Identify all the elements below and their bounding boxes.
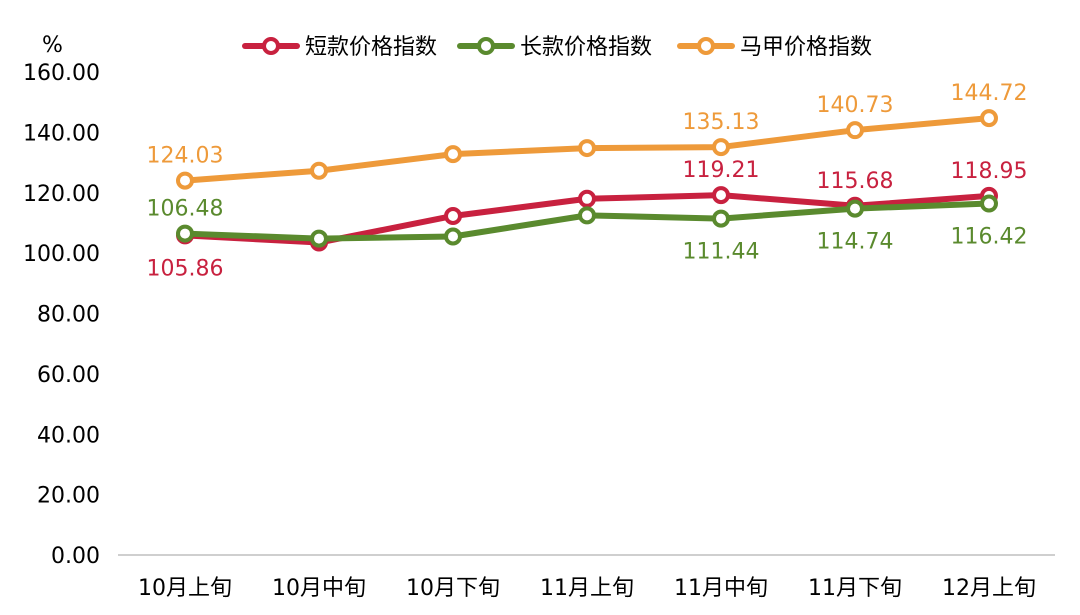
x-tick-label: 11月下旬 bbox=[808, 576, 902, 601]
y-tick-label: 0.00 bbox=[51, 544, 100, 569]
data-point-marker bbox=[712, 209, 730, 228]
y-tick-label: 80.00 bbox=[37, 303, 100, 328]
data-label: 115.68 bbox=[817, 169, 894, 194]
data-label: 118.95 bbox=[951, 159, 1028, 184]
data-point-marker bbox=[310, 161, 328, 180]
data-point-marker bbox=[176, 171, 194, 190]
data-label: 105.86 bbox=[147, 256, 224, 281]
data-point-marker bbox=[444, 227, 462, 246]
x-tick-label: 12月上旬 bbox=[942, 576, 1036, 601]
y-tick-label: 160.00 bbox=[23, 61, 100, 86]
x-tick-label: 10月上旬 bbox=[138, 576, 232, 601]
y-axis-unit-label: % bbox=[42, 33, 63, 58]
y-tick-label: 40.00 bbox=[37, 423, 100, 448]
y-tick-label: 120.00 bbox=[23, 182, 100, 207]
data-point-marker bbox=[846, 199, 864, 218]
data-point-marker bbox=[712, 138, 730, 157]
data-labels: 105.86 119.21 115.68 118.95 106.48 111.44 114.… bbox=[147, 81, 1028, 281]
x-tick-label: 10月下旬 bbox=[406, 576, 500, 601]
y-axis: 0.00 20.00 40.00 60.00 80.00 100.00 120.00 140.… bbox=[23, 61, 100, 569]
data-label: 111.44 bbox=[683, 240, 760, 265]
x-tick-label: 10月中旬 bbox=[272, 576, 366, 601]
data-point-marker bbox=[980, 109, 998, 128]
data-label: 116.42 bbox=[951, 225, 1028, 250]
legend-label: 马甲价格指数 bbox=[740, 35, 872, 60]
data-label: 140.73 bbox=[817, 93, 894, 118]
data-point-marker bbox=[578, 206, 596, 225]
legend-marker-swatch bbox=[697, 37, 715, 55]
data-point-marker bbox=[176, 224, 194, 243]
legend-item: 短款价格指数 bbox=[242, 35, 437, 60]
legend-item: 马甲价格指数 bbox=[677, 35, 872, 60]
y-tick-label: 20.00 bbox=[37, 484, 100, 509]
series-2 bbox=[176, 194, 998, 248]
legend-label: 长款价格指数 bbox=[520, 35, 652, 60]
legend: 短款价格指数 长款价格指数 马甲价格指数 bbox=[242, 35, 872, 60]
data-point-marker bbox=[980, 194, 998, 213]
data-label: 135.13 bbox=[683, 110, 760, 135]
data-point-marker bbox=[846, 121, 864, 140]
y-tick-label: 60.00 bbox=[37, 363, 100, 388]
data-point-marker bbox=[444, 145, 462, 164]
data-label: 119.21 bbox=[683, 158, 760, 183]
data-label: 124.03 bbox=[147, 144, 224, 169]
x-tick-label: 11月中旬 bbox=[674, 576, 768, 601]
data-point-marker bbox=[712, 186, 730, 205]
y-tick-label: 100.00 bbox=[23, 242, 100, 267]
legend-label: 短款价格指数 bbox=[305, 35, 437, 60]
y-tick-label: 140.00 bbox=[23, 121, 100, 146]
data-label: 144.72 bbox=[951, 81, 1028, 106]
data-point-marker bbox=[578, 189, 596, 208]
data-point-marker bbox=[578, 139, 596, 158]
data-label: 114.74 bbox=[817, 230, 894, 255]
x-tick-label: 11月上旬 bbox=[540, 576, 634, 601]
data-label: 106.48 bbox=[147, 197, 224, 222]
legend-marker-swatch bbox=[262, 37, 280, 55]
data-point-marker bbox=[444, 206, 462, 225]
series-layer bbox=[176, 109, 998, 252]
legend-item: 长款价格指数 bbox=[457, 35, 652, 60]
legend-marker-swatch bbox=[477, 37, 495, 55]
x-axis: 10月上旬 10月中旬 10月下旬 11月上旬 11月中旬 11月下旬 12月上旬 bbox=[138, 576, 1036, 601]
data-point-marker bbox=[310, 229, 328, 248]
series-3 bbox=[176, 109, 998, 190]
